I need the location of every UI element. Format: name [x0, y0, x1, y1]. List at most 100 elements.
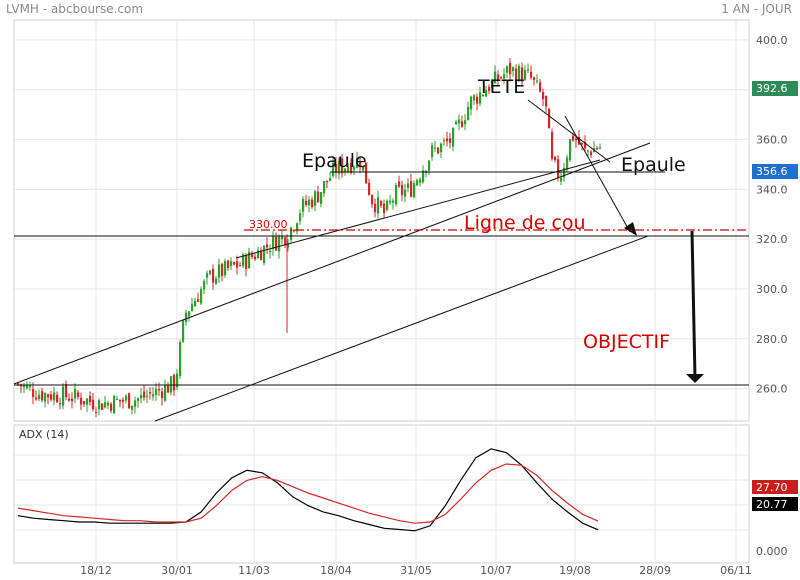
candle-body — [413, 183, 416, 198]
candle-body — [563, 167, 566, 178]
candle-body — [353, 167, 356, 170]
candle-body — [266, 244, 269, 248]
candle-body — [206, 273, 209, 278]
candle-body — [26, 384, 29, 389]
candle-body — [386, 200, 389, 211]
candle-body — [509, 62, 512, 75]
candle-body — [212, 268, 215, 283]
x-tick-label: 18/04 — [320, 564, 352, 577]
candle-body — [560, 177, 563, 182]
candle-body — [323, 181, 326, 194]
candle-body — [566, 157, 569, 170]
candle-body — [80, 397, 83, 405]
candle-body — [344, 168, 347, 173]
candle-body — [155, 388, 158, 396]
candle-body — [503, 74, 506, 79]
candle-body — [263, 245, 266, 264]
candle-body — [299, 213, 302, 221]
right-shoulder-label: Epaule — [621, 154, 686, 176]
candle-body — [188, 311, 191, 317]
candle-body — [545, 95, 548, 107]
candle-body — [359, 161, 362, 167]
y-tick-label: 300.0 — [756, 283, 788, 296]
high-price-tag-bg — [752, 81, 798, 96]
candle-body — [170, 376, 173, 393]
y-tick-label: 400.0 — [756, 34, 788, 47]
candle-body — [398, 181, 401, 187]
candle-body — [542, 92, 545, 100]
candle-body — [461, 121, 464, 127]
candle-body — [467, 106, 470, 120]
x-tick-label: 10/07 — [480, 564, 512, 577]
candle-body — [482, 94, 485, 97]
candle-body — [389, 200, 392, 203]
candle-body — [32, 389, 35, 398]
x-tick-label: 06/11 — [720, 564, 752, 577]
adx-signal-series-line — [17, 463, 599, 524]
candle-body — [293, 230, 296, 232]
candle-body — [497, 74, 500, 81]
candle-body — [494, 71, 497, 84]
candle-body — [23, 384, 26, 388]
candle-body — [320, 191, 323, 204]
candle-body — [458, 119, 461, 124]
candle-body — [434, 147, 437, 149]
candle-body — [131, 405, 134, 410]
candle-body — [245, 255, 248, 270]
candle-body — [176, 373, 179, 388]
lower-channel-line — [154, 235, 649, 422]
candle-body — [164, 384, 167, 401]
candle-body — [518, 65, 521, 82]
candle-body — [257, 250, 260, 259]
candle-body — [224, 261, 227, 276]
candle-body — [29, 385, 32, 388]
candle-body — [500, 77, 503, 79]
candle-body — [74, 388, 77, 399]
candle-body — [125, 396, 128, 401]
candle-body — [311, 199, 314, 208]
candle-body — [44, 393, 47, 402]
candle-body — [239, 265, 242, 267]
candle-body — [98, 400, 101, 410]
candle-body — [272, 235, 275, 249]
target-arrow-line — [690, 230, 697, 379]
candle-body — [86, 398, 89, 405]
candle-body — [203, 280, 206, 290]
candle-body — [179, 342, 182, 376]
neckline-label: Ligne de cou — [464, 212, 586, 234]
candle-body — [470, 96, 473, 110]
y-tick-label: 320.0 — [756, 233, 788, 246]
candle-body — [383, 203, 386, 214]
candle-body — [134, 400, 137, 407]
adx-signal-value-tag: 27.70 — [756, 481, 788, 494]
candle-body — [539, 82, 542, 92]
candle-body — [530, 71, 533, 78]
candle-body — [326, 180, 329, 183]
candle-body — [236, 261, 239, 268]
candle-body — [404, 189, 407, 197]
candle-body — [569, 139, 572, 161]
x-tick-label: 19/08 — [559, 564, 591, 577]
candle-body — [368, 183, 371, 195]
candle-body — [83, 401, 86, 405]
candle-body — [581, 143, 584, 145]
candle-body — [464, 120, 467, 125]
candle-body — [104, 402, 107, 408]
candle-body — [596, 147, 599, 150]
y-tick-label: 360.0 — [756, 134, 788, 147]
adx-value-tag-bg — [752, 497, 798, 511]
candle-body — [290, 227, 293, 240]
candle-body — [548, 108, 551, 129]
candle-body — [38, 394, 41, 400]
candle-body — [218, 264, 221, 278]
candle-body — [362, 166, 365, 171]
candle-body — [476, 96, 479, 104]
candle-body — [551, 131, 554, 159]
adx-y-tick-label: 0.000 — [756, 545, 788, 558]
candle-body — [437, 147, 440, 154]
candle-body — [380, 200, 383, 206]
candle-body — [506, 66, 509, 73]
x-tick-label: 31/05 — [400, 564, 432, 577]
candle-body — [209, 270, 212, 274]
candle-body — [347, 166, 350, 172]
